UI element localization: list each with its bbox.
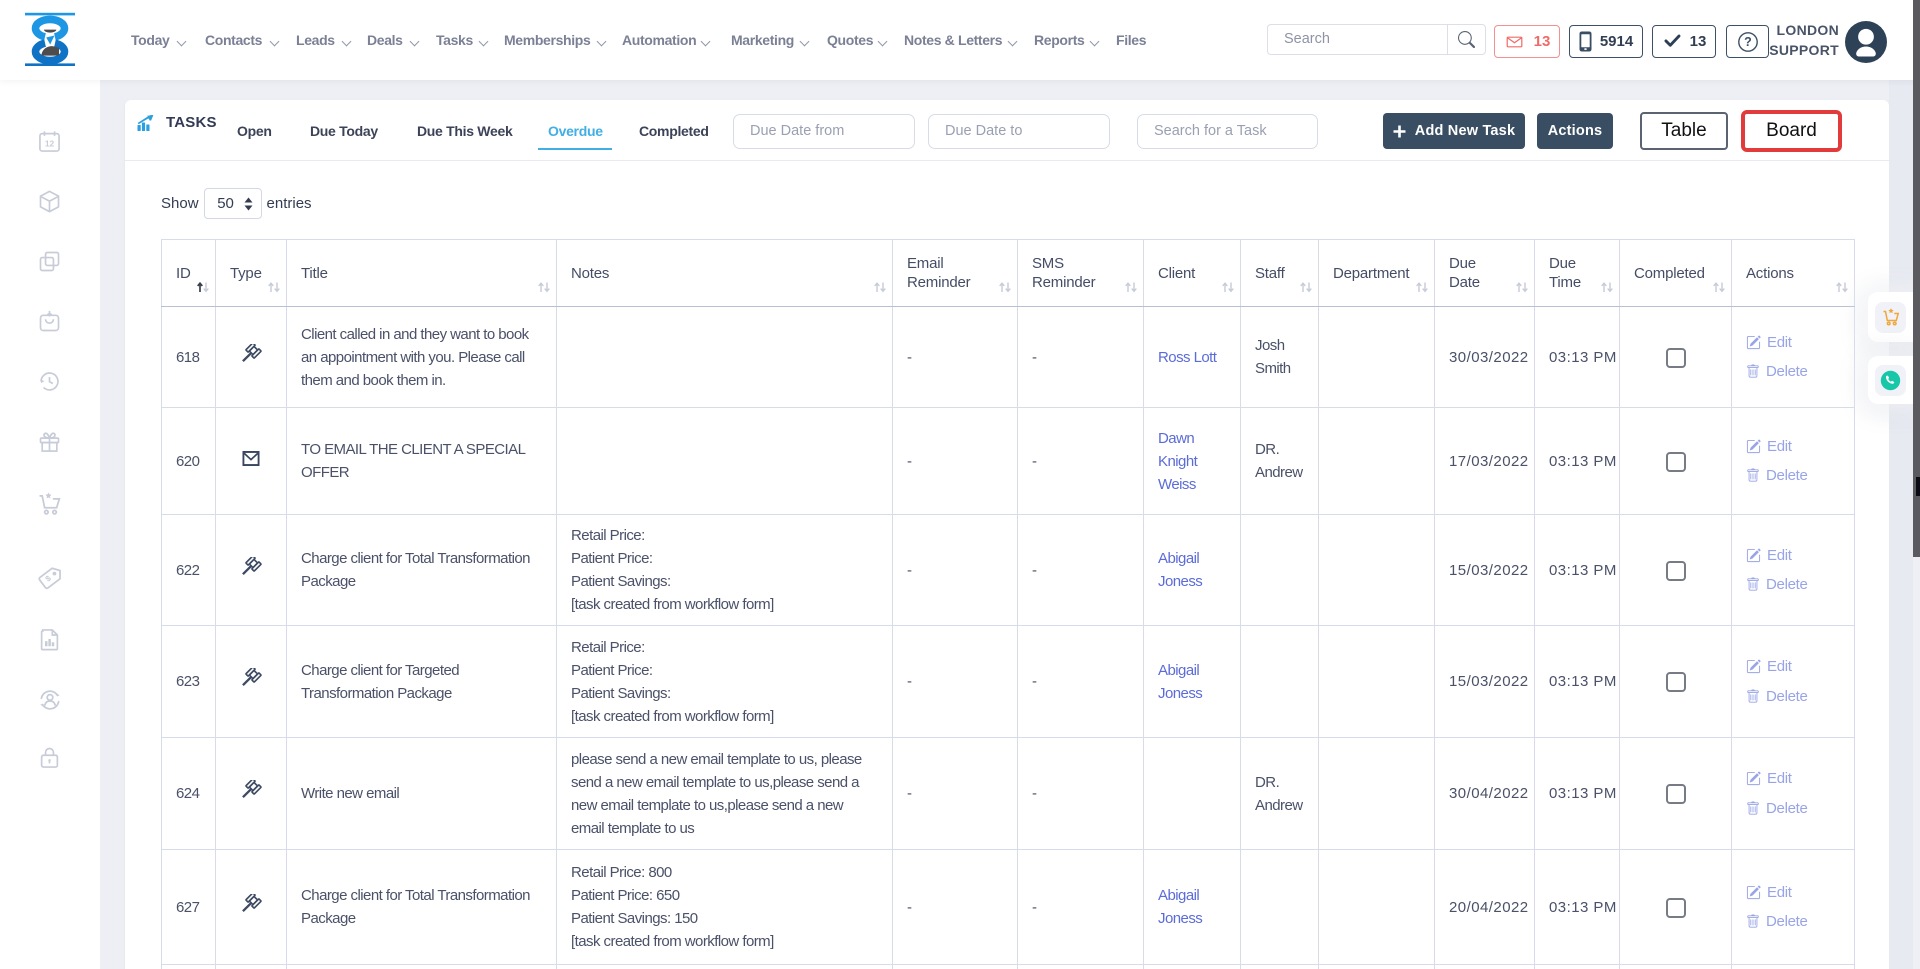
svg-text:$: $ <box>44 573 53 583</box>
svg-text:?: ? <box>1744 35 1752 49</box>
svg-text:12: 12 <box>45 139 55 149</box>
